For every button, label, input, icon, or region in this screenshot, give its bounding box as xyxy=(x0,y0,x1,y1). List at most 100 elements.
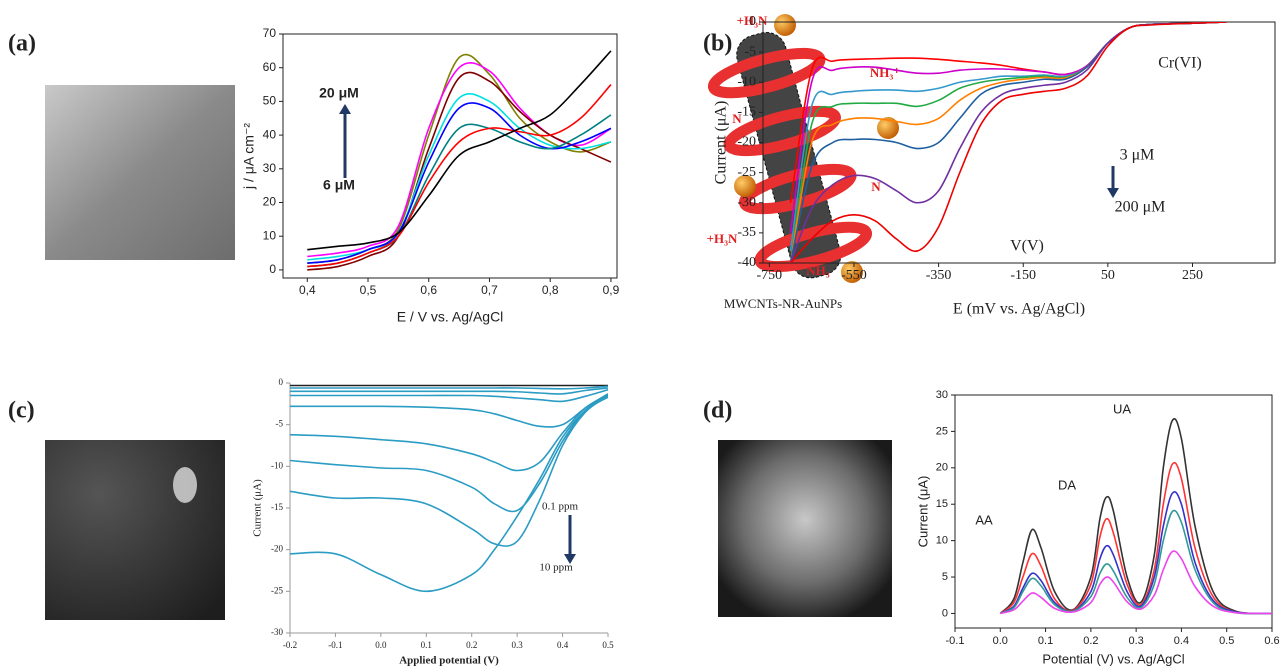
series-line xyxy=(999,418,1272,615)
series-line xyxy=(290,393,608,472)
micrograph-d xyxy=(718,440,892,617)
x-tick-label: 250 xyxy=(1182,268,1203,283)
panel-label: (b) xyxy=(703,31,732,57)
panel-label: (a) xyxy=(8,31,36,57)
plot-frame xyxy=(282,33,618,279)
y-tick-label: 15 xyxy=(936,498,948,510)
plot-frame xyxy=(954,394,1273,629)
panel-label: (d) xyxy=(703,398,732,424)
x-axis-label: E (mV vs. Ag/AgCl) xyxy=(953,301,1085,318)
ring xyxy=(723,105,841,157)
series-line xyxy=(999,491,1272,615)
y-tick-label: 30 xyxy=(936,389,948,401)
y-tick-label: 20 xyxy=(263,195,277,209)
group-label: NH₃⁺ xyxy=(870,65,900,80)
annotation: V(V) xyxy=(1010,238,1044,255)
annotation: Cr(VI) xyxy=(1158,55,1202,72)
x-tick-label: 0.3 xyxy=(512,640,524,650)
y-tick-label: -5 xyxy=(744,44,756,59)
y-tick-label: 60 xyxy=(263,60,277,74)
x-tick-label: 0,5 xyxy=(360,283,377,297)
chart: 0 -5 -10 -15 -20 -25 -30-0.2 -0.1 0.0 0.1 0.2 0.3 0.… xyxy=(252,377,615,666)
chart: 0 10 20 30 40 50 60 70 0,4 0,5 0,6 0,7 0,8 0,9 E / V v… xyxy=(241,26,620,325)
annotation: 200 μM xyxy=(1115,199,1166,216)
annotation: UA xyxy=(1113,401,1131,416)
y-tick-label: 20 xyxy=(936,462,948,474)
y-tick-label: 0 xyxy=(942,607,948,619)
series-line xyxy=(307,84,612,268)
series-line xyxy=(290,396,608,593)
series-line xyxy=(307,50,612,251)
x-tick-label: 0,8 xyxy=(542,283,559,297)
y-tick-label: 0 xyxy=(279,377,284,387)
y-tick-label: 50 xyxy=(263,94,277,108)
group-label: NH₃ xyxy=(806,263,830,278)
x-tick-label: 0,7 xyxy=(481,283,498,297)
x-tick-label: -350 xyxy=(926,268,952,283)
y-tick-label: 10 xyxy=(263,228,277,242)
y-tick-label: 40 xyxy=(263,127,277,141)
nanoparticle xyxy=(734,175,756,197)
y-tick-label: -15 xyxy=(737,105,756,120)
y-tick-label: -10 xyxy=(271,460,283,470)
chart: 0 -5 -10 -15 -20 -25 -30 -35 -40-750 -550 -350 -150… xyxy=(713,14,1276,318)
series-line xyxy=(999,461,1272,615)
y-tick-label: 25 xyxy=(936,425,948,437)
y-tick-label: 30 xyxy=(263,161,277,175)
y-tick-label: -20 xyxy=(737,135,756,150)
x-tick-label: -150 xyxy=(1010,268,1036,283)
y-axis-label: j / μA cm⁻² xyxy=(241,123,257,190)
arrow-head xyxy=(564,554,576,564)
x-tick-label: 0,6 xyxy=(420,283,437,297)
x-tick-label: 0.2 xyxy=(1083,635,1098,647)
y-axis-label: Current (μA) xyxy=(252,479,264,537)
x-tick-label: 0.6 xyxy=(1264,635,1279,647)
y-tick-label: -35 xyxy=(737,225,756,240)
y-tick-label: -10 xyxy=(737,74,756,89)
ring xyxy=(754,221,873,273)
y-tick-label: -25 xyxy=(271,585,283,595)
group-label: N xyxy=(871,179,881,194)
group-label: +H₃N xyxy=(707,231,738,246)
x-tick-label: 0,9 xyxy=(603,283,620,297)
x-tick-label: 50 xyxy=(1101,268,1115,283)
y-tick-label: -40 xyxy=(737,255,756,270)
y-axis-label: Current (μA) xyxy=(915,476,930,548)
x-tick-label: 0.0 xyxy=(375,640,387,650)
y-tick-label: 0 xyxy=(269,262,276,276)
series-line xyxy=(290,395,608,547)
x-tick-label: 0,4 xyxy=(299,283,316,297)
x-tick-label: 0.0 xyxy=(993,635,1008,647)
x-tick-label: -550 xyxy=(841,268,867,283)
x-tick-label: 0.2 xyxy=(466,640,477,650)
series-line xyxy=(999,509,1272,615)
x-tick-label: 0.4 xyxy=(1174,635,1189,647)
group-label: N xyxy=(732,111,742,126)
nanoparticle xyxy=(877,117,899,139)
series-line xyxy=(307,102,612,264)
y-tick-label: -15 xyxy=(271,502,283,512)
annotation: 3 μM xyxy=(1120,147,1155,164)
y-tick-label: -20 xyxy=(271,544,283,554)
x-tick-label: 0.1 xyxy=(421,640,432,650)
series-line xyxy=(290,388,608,403)
x-tick-label: 0.4 xyxy=(557,640,569,650)
series-line xyxy=(290,387,608,395)
series-line xyxy=(789,22,1227,263)
series-group xyxy=(307,50,612,271)
x-tick-label: -0.1 xyxy=(328,640,342,650)
y-tick-label: 70 xyxy=(263,26,277,40)
panel-label: (c) xyxy=(8,398,35,424)
micrograph-a xyxy=(45,85,235,260)
illustration-labels: +H₃N NH₃⁺ N +H₃N N NH₃ xyxy=(707,13,901,278)
annotation: AA xyxy=(975,512,993,527)
particle xyxy=(173,467,197,503)
chart: 0 5 10 15 20 25 30 -0.1 0.0 0.1 0.2 0.3 0.4 0.5 0.6 Pot… xyxy=(915,389,1279,667)
series-line xyxy=(290,385,608,390)
x-axis-label: Applied potential (V) xyxy=(399,655,499,667)
annotation: 0.1 ppm xyxy=(542,501,579,513)
x-axis-label: Potential (V) vs. Ag/AgCl xyxy=(1042,651,1184,666)
y-tick-label: -25 xyxy=(737,165,756,180)
illustration-caption: MWCNTs-NR-AuNPs xyxy=(724,296,842,311)
